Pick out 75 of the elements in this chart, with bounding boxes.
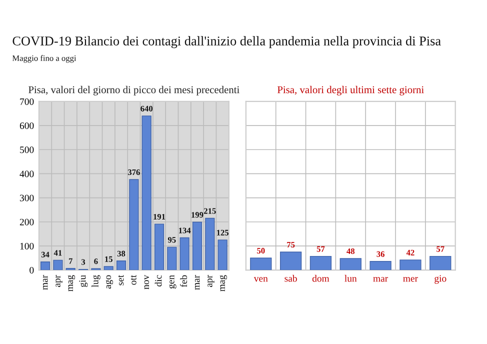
data-label: 215 xyxy=(204,208,216,214)
y-tick-label: 100 xyxy=(20,242,34,250)
bar xyxy=(205,218,215,270)
y-tick-label: 200 xyxy=(20,218,34,226)
x-tick-label: mar xyxy=(43,274,48,290)
bar xyxy=(218,240,228,270)
x-tick-label: dom xyxy=(312,274,330,282)
data-label: 41 xyxy=(54,250,62,256)
x-tick-label: ven xyxy=(254,277,268,282)
y-tick-label: 600 xyxy=(20,122,34,130)
bar xyxy=(116,260,126,270)
text: COVID-19 Bilancio dei contagi dall'inizio della pandemia nella provincia di Pisa xyxy=(12,36,441,48)
data-label: 134 xyxy=(178,228,191,234)
x-tick-label: dic xyxy=(154,275,162,286)
x-tick-label: gen xyxy=(169,275,176,289)
data-label: 95 xyxy=(168,237,176,243)
bar xyxy=(167,246,177,270)
text: Maggio fino a oggi xyxy=(12,55,76,63)
x-tick-label: mer xyxy=(403,277,418,282)
data-label: 640 xyxy=(140,106,153,112)
data-label: 75 xyxy=(287,242,295,248)
data-label: 48 xyxy=(346,248,355,254)
bar xyxy=(370,261,392,270)
x-tick-label: apr xyxy=(208,274,214,287)
chart-title: Pisa, valori del giorno di picco dei mesi precedenti xyxy=(28,86,240,96)
x-tick-label: gio xyxy=(434,275,446,284)
bar xyxy=(154,224,164,270)
x-tick-label: mag xyxy=(220,275,227,292)
bar xyxy=(430,256,452,270)
data-label: 199 xyxy=(192,212,204,218)
data-label: 34 xyxy=(41,252,50,258)
x-tick-label: sab xyxy=(284,274,297,282)
y-tick-label: 700 xyxy=(20,98,34,105)
x-tick-label: ago xyxy=(106,275,114,289)
bar xyxy=(400,260,422,270)
data-label: 15 xyxy=(105,256,112,262)
bar xyxy=(280,252,302,270)
x-tick-label: giu xyxy=(79,275,88,287)
data-label: 42 xyxy=(406,250,414,256)
bar xyxy=(142,116,152,270)
x-tick-label: ott xyxy=(130,274,136,285)
data-label: 57 xyxy=(316,246,325,252)
bar xyxy=(180,237,190,270)
bar xyxy=(310,256,332,270)
x-tick-label: feb xyxy=(180,275,188,288)
y-tick-label: 400 xyxy=(20,170,34,178)
data-label: 36 xyxy=(376,251,384,257)
data-label: 6 xyxy=(94,258,98,264)
x-tick-label: lug xyxy=(92,275,100,288)
chart-title: Pisa, valori degli ultimi sette giorni xyxy=(277,86,424,96)
bar xyxy=(192,222,202,270)
y-tick-label: 0 xyxy=(30,266,34,274)
x-tick-label: apr xyxy=(56,274,62,287)
data-label: 3 xyxy=(82,259,86,265)
bar xyxy=(250,258,272,270)
bar xyxy=(53,260,63,270)
x-tick-label: nov xyxy=(144,274,150,290)
y-tick-label: 300 xyxy=(20,194,34,202)
x-tick-label: mar xyxy=(373,277,388,282)
data-label: 376 xyxy=(128,169,140,176)
x-tick-label: lun xyxy=(344,274,357,282)
data-label: 38 xyxy=(117,250,126,256)
bar xyxy=(40,262,50,270)
bar xyxy=(340,258,362,270)
data-label: 125 xyxy=(216,230,229,236)
bar xyxy=(129,179,139,270)
data-label: 50 xyxy=(257,248,265,254)
bar xyxy=(104,266,114,270)
data-label: 7 xyxy=(69,258,72,264)
y-tick-label: 500 xyxy=(20,146,34,154)
x-tick-label: mag xyxy=(68,275,76,292)
data-label: 191 xyxy=(154,214,166,220)
x-tick-label: mar xyxy=(194,274,200,290)
data-label: 57 xyxy=(436,246,444,252)
x-tick-label: set xyxy=(118,274,124,286)
